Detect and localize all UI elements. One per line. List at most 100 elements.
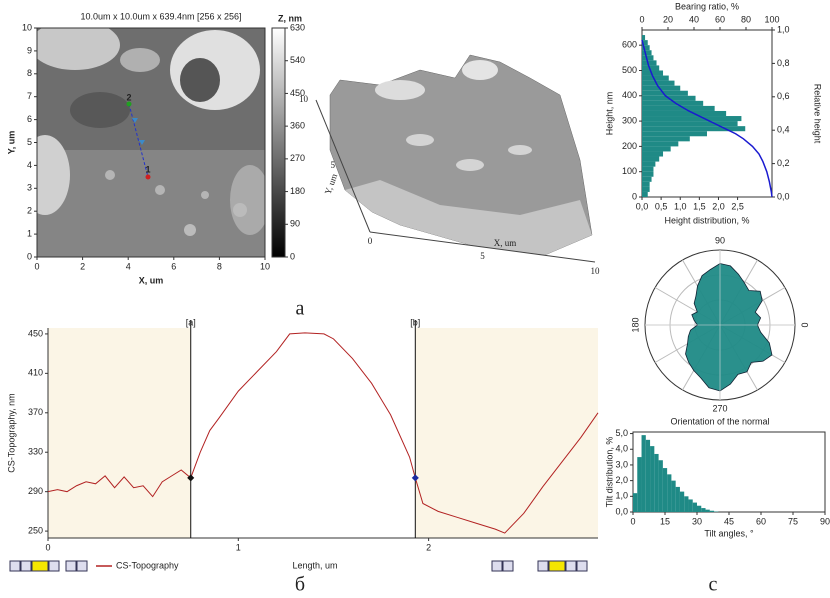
toolbar-left[interactable] bbox=[9, 560, 88, 572]
bar bbox=[642, 80, 675, 86]
button[interactable] bbox=[565, 560, 577, 572]
panel-label: б bbox=[295, 574, 305, 596]
tick-label: 400 bbox=[622, 90, 637, 100]
afm-image bbox=[37, 28, 265, 257]
button[interactable] bbox=[537, 560, 549, 572]
bar bbox=[642, 55, 654, 61]
tick-label: 5 bbox=[27, 137, 32, 147]
surface-feature bbox=[508, 145, 532, 155]
tick-label: 10 bbox=[299, 94, 309, 104]
tick-label: 200 bbox=[622, 141, 637, 151]
x-axis bbox=[369, 231, 596, 263]
image-region bbox=[37, 150, 265, 257]
profile-line bbox=[128, 103, 149, 178]
x-axis-label: Height distribution, % bbox=[664, 215, 749, 225]
bar bbox=[642, 65, 660, 71]
bar bbox=[641, 435, 646, 512]
tick-label: 410 bbox=[28, 368, 43, 378]
tick-label: 45 bbox=[724, 516, 734, 526]
surface-face bbox=[345, 180, 592, 255]
tick-label: 0,2 bbox=[777, 158, 790, 168]
profile-marker-label: 1 bbox=[145, 164, 150, 174]
tick-label: 270 bbox=[290, 153, 305, 163]
surface-feature bbox=[456, 159, 484, 171]
tick-label: 2,0 bbox=[615, 475, 628, 485]
bar bbox=[684, 496, 689, 512]
button[interactable] bbox=[65, 560, 77, 572]
bar bbox=[642, 126, 746, 132]
image-feature bbox=[120, 48, 160, 72]
bar bbox=[642, 70, 664, 76]
button[interactable] bbox=[9, 560, 21, 572]
bar bbox=[658, 460, 663, 512]
tick-label: 40 bbox=[689, 14, 699, 24]
x2-axis-label: Bearing ratio, % bbox=[675, 1, 739, 11]
panel-label: c bbox=[709, 574, 718, 596]
tick-label: 20 bbox=[663, 14, 673, 24]
selected-range bbox=[190, 328, 416, 538]
toolbar-right[interactable] bbox=[491, 560, 588, 572]
tick-label: 8 bbox=[27, 68, 32, 78]
bar bbox=[701, 508, 706, 512]
tick-label: 0,4 bbox=[777, 125, 790, 135]
button[interactable] bbox=[491, 560, 503, 572]
tick-label: 450 bbox=[290, 88, 305, 98]
tick-label: 2 bbox=[27, 206, 32, 216]
button[interactable] bbox=[31, 560, 49, 572]
tick-label: 0,6 bbox=[777, 91, 790, 101]
tick-label: 4 bbox=[27, 160, 32, 170]
image-feature bbox=[37, 135, 70, 215]
profile-arrow bbox=[139, 140, 145, 145]
tick-label: 0 bbox=[34, 261, 39, 271]
button[interactable] bbox=[76, 560, 88, 572]
colorbar-label: Z, nm bbox=[278, 13, 302, 23]
tick-label: 1,5 bbox=[693, 201, 706, 211]
bar bbox=[642, 141, 679, 147]
bar bbox=[642, 35, 646, 41]
bar bbox=[642, 60, 657, 66]
image-feature bbox=[70, 92, 130, 128]
angle-label: 90 bbox=[715, 235, 725, 245]
bar bbox=[642, 40, 648, 46]
tick-label: 1 bbox=[236, 542, 241, 552]
tick-label: 5 bbox=[480, 251, 485, 261]
button[interactable] bbox=[502, 560, 514, 572]
tick-label: 5 bbox=[331, 160, 336, 170]
tick-label: 0 bbox=[368, 236, 373, 246]
tick-label: 4,0 bbox=[615, 444, 628, 454]
bar bbox=[642, 171, 654, 177]
x-axis-label: X, um bbox=[139, 275, 164, 285]
surface-feature bbox=[375, 80, 425, 100]
tick-label: 4 bbox=[126, 261, 131, 271]
image-feature bbox=[37, 28, 120, 70]
y-axis-label: Y, um bbox=[6, 131, 16, 155]
button[interactable] bbox=[576, 560, 588, 572]
button[interactable] bbox=[548, 560, 566, 572]
image-feature bbox=[230, 165, 265, 235]
tick-label: 500 bbox=[622, 65, 637, 75]
button[interactable] bbox=[20, 560, 32, 572]
bar bbox=[642, 100, 704, 106]
tick-label: 60 bbox=[715, 14, 725, 24]
tick-label: 330 bbox=[28, 447, 43, 457]
y-axis-label: CS-Topography, nm bbox=[6, 393, 16, 472]
tick-label: 0,0 bbox=[615, 506, 628, 516]
cursor-label: [b] bbox=[410, 317, 420, 327]
tick-label: 10 bbox=[591, 266, 601, 276]
bar bbox=[642, 75, 669, 81]
bar bbox=[642, 121, 738, 127]
tick-label: 10 bbox=[22, 22, 32, 32]
tick-label: 0 bbox=[632, 191, 637, 201]
colorbar bbox=[271, 27, 286, 258]
tick-label: 2 bbox=[80, 261, 85, 271]
y-axis-label: Tilt distribution, % bbox=[604, 437, 614, 508]
tick-label: 2,5 bbox=[731, 201, 744, 211]
image-feature bbox=[201, 191, 209, 199]
bar bbox=[642, 90, 688, 96]
image-feature bbox=[180, 58, 220, 102]
button[interactable] bbox=[48, 560, 60, 572]
bar bbox=[650, 446, 655, 512]
tick-label: 75 bbox=[788, 516, 798, 526]
profile-arrow bbox=[132, 118, 138, 123]
bar bbox=[642, 166, 654, 172]
